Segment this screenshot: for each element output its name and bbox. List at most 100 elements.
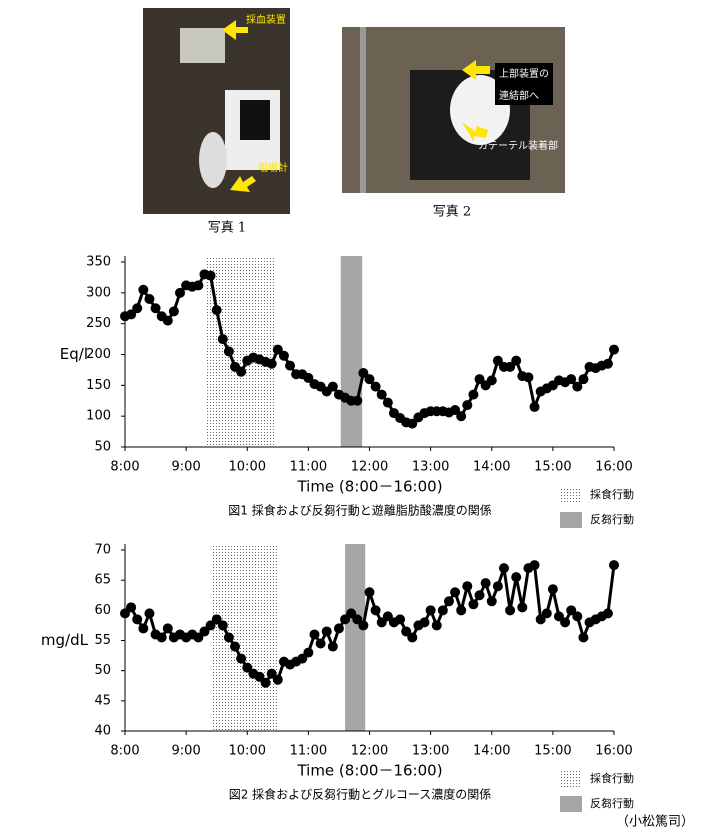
- data-point: [309, 629, 320, 640]
- data-point: [566, 374, 577, 385]
- legend-swatch: [560, 512, 582, 528]
- data-point: [382, 397, 393, 408]
- data-point: [492, 581, 503, 592]
- figure-caption: 図2 採食および反芻行動とグルコース濃度の関係: [229, 787, 492, 802]
- x-tick-label: 8:00: [110, 460, 139, 475]
- photo-label: 上部装置の: [499, 67, 549, 80]
- data-point: [217, 620, 228, 631]
- y-tick-label: 250: [86, 316, 111, 331]
- data-point: [602, 608, 613, 619]
- legend-swatch: [560, 771, 582, 787]
- data-point: [505, 361, 516, 372]
- data-point: [278, 350, 289, 361]
- data-point: [162, 315, 173, 326]
- x-tick-label: 12:00: [351, 744, 388, 759]
- data-point: [352, 614, 363, 625]
- data-point: [138, 623, 149, 634]
- data-point: [468, 389, 479, 400]
- data-point: [144, 294, 155, 304]
- y-tick-label: 350: [86, 255, 111, 270]
- data-point: [132, 303, 143, 314]
- photo: 採血装置 咀嚼計: [143, 8, 290, 214]
- data-point: [456, 411, 467, 422]
- legend-label: 採食行動: [590, 771, 634, 785]
- legend-label: 反芻行動: [590, 512, 634, 526]
- data-point: [486, 375, 497, 386]
- x-tick-label: 10:00: [229, 460, 266, 475]
- photo-label: 採血装置: [246, 13, 286, 26]
- data-point: [425, 605, 436, 616]
- data-point: [132, 614, 143, 625]
- data-point: [126, 602, 137, 613]
- figure-caption: 図1 採食および反芻行動と遊離脂肪酸濃度の関係: [228, 503, 491, 518]
- data-point: [126, 309, 137, 320]
- data-point: [492, 355, 503, 366]
- x-tick-label: 14:00: [473, 744, 510, 759]
- data-point: [376, 617, 387, 628]
- data-point: [572, 611, 583, 622]
- data-point: [401, 626, 412, 637]
- x-tick-label: 11:00: [290, 744, 327, 759]
- data-point: [272, 344, 283, 355]
- data-point: [217, 334, 228, 345]
- data-point: [511, 572, 522, 583]
- data-point: [535, 614, 546, 625]
- data-point: [450, 587, 461, 598]
- data-point: [370, 605, 381, 616]
- data-point: [382, 611, 393, 622]
- y-tick-label: 40: [94, 724, 111, 739]
- x-tick-label: 8:00: [110, 744, 139, 759]
- data-point: [547, 584, 558, 595]
- data-point: [236, 653, 247, 664]
- data-point: [505, 605, 516, 616]
- data-point: [541, 608, 552, 619]
- data-point: [236, 366, 247, 377]
- data-point: [566, 605, 577, 616]
- data-point: [352, 395, 363, 406]
- data-point: [437, 605, 448, 616]
- data-point: [517, 602, 528, 613]
- x-tick-label: 15:00: [534, 744, 571, 759]
- data-point: [303, 372, 314, 383]
- y-tick-label: 70: [94, 543, 111, 558]
- y-tick-label: 50: [94, 440, 111, 455]
- period: [340, 256, 363, 447]
- data-point: [456, 605, 467, 616]
- data-point: [431, 620, 442, 631]
- data-point: [468, 599, 479, 610]
- y-tick-label: 50: [94, 663, 111, 678]
- data-point: [242, 662, 253, 673]
- data-point: [511, 355, 522, 366]
- data-point: [529, 401, 540, 412]
- data-point: [327, 381, 338, 392]
- data-point: [419, 617, 430, 628]
- legend-label: 採食行動: [590, 487, 634, 501]
- data-point: [450, 405, 461, 415]
- data-point: [321, 626, 332, 637]
- data-point: [578, 632, 589, 643]
- data-point: [138, 284, 149, 295]
- data-point: [498, 563, 509, 574]
- data-point: [211, 305, 222, 316]
- photo-caption: 写真 2: [433, 205, 471, 220]
- data-line: [124, 272, 616, 426]
- y-axis-label: mg/dL: [41, 631, 89, 649]
- data-point: [297, 653, 308, 664]
- x-tick-label: 14:00: [473, 460, 510, 475]
- legend-swatch: [560, 487, 582, 503]
- data-point: [168, 306, 179, 317]
- data-point: [346, 608, 357, 619]
- x-axis-label: Time (8:00－16:00): [296, 762, 442, 780]
- period: [206, 256, 275, 447]
- data-point: [443, 596, 454, 607]
- data-point: [340, 614, 351, 625]
- photo-label: 咀嚼計: [258, 161, 288, 174]
- data-point: [609, 344, 619, 355]
- data-point: [364, 587, 375, 598]
- data-point: [205, 270, 216, 281]
- y-axis-label: Eq/l: [60, 345, 88, 363]
- author: （小松篤司）: [616, 815, 694, 830]
- data-point: [285, 360, 296, 371]
- data-point: [303, 647, 314, 658]
